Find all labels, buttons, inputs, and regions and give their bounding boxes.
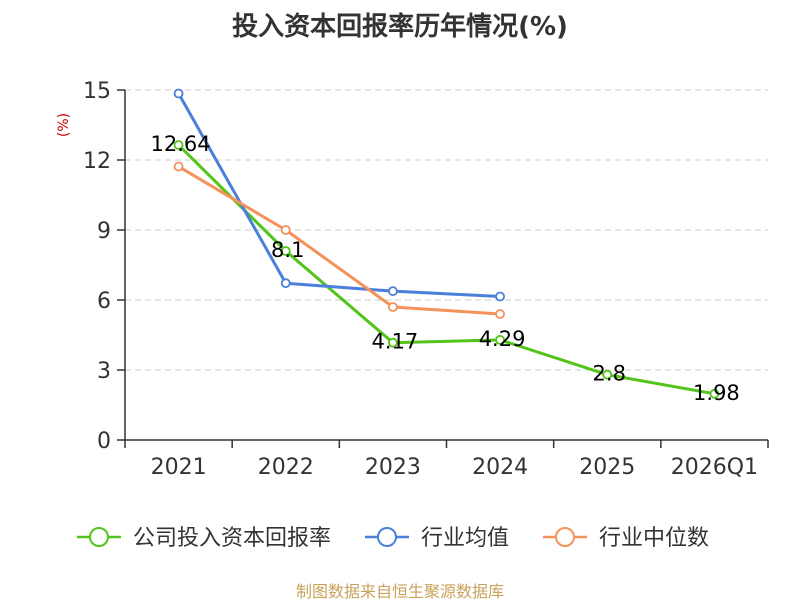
data-label: 4.17 [372, 330, 419, 354]
data-label: 1.98 [693, 381, 740, 405]
legend-label: 公司投入资本回报率 [133, 526, 331, 551]
legend-swatch-marker [89, 527, 109, 547]
series-line [177, 143, 715, 396]
data-label: 2.8 [593, 362, 626, 386]
legend-swatch-marker [377, 527, 397, 547]
data-point [173, 161, 184, 172]
series-lines [173, 88, 720, 399]
data-point [602, 369, 613, 380]
data-point [388, 286, 398, 297]
y-tick-label: 9 [97, 219, 111, 244]
data-label: 4.29 [479, 327, 526, 351]
data-label: 12.64 [151, 132, 211, 156]
x-tick-label: 2023 [365, 455, 421, 480]
legend-item: 行业均值 [365, 526, 509, 551]
x-tick-label: 2024 [472, 455, 528, 480]
series-line [177, 92, 501, 298]
data-point [173, 140, 184, 150]
data-point [495, 309, 505, 319]
y-tick-label: 3 [97, 359, 111, 384]
legend-swatch-marker [555, 527, 575, 547]
legend-item: 行业中位数 [543, 526, 709, 551]
data-point [280, 246, 291, 256]
y-tick-label: 15 [83, 79, 111, 104]
x-tick-label: 2026Q1 [671, 455, 758, 480]
source-footer: 制图数据来自恒生聚源数据库 [295, 582, 504, 601]
data-point [280, 278, 291, 289]
y-tick-label: 12 [83, 149, 111, 174]
series-line [177, 165, 501, 316]
data-point [388, 337, 398, 348]
data-point [495, 334, 505, 345]
x-tick-label: 2021 [151, 455, 207, 480]
data-point [173, 88, 184, 99]
axes: 0 3 6 9 12 15 (%) 2021 2022 2023 2024 2025 2026Q1 [56, 79, 769, 480]
data-labels: 12.64 8.1 4.17 4.29 2.8 1.98 [151, 132, 740, 405]
legend: 公司投入资本回报率 行业均值 行业中位数 [77, 526, 709, 551]
x-tick-label: 2022 [258, 455, 314, 480]
data-label: 8.1 [271, 238, 304, 262]
y-tick-label: 6 [97, 289, 111, 314]
y-axis-label: (%) [56, 113, 72, 137]
y-tick-label: 0 [97, 429, 111, 454]
legend-label: 行业中位数 [599, 526, 709, 551]
data-point [495, 291, 505, 302]
x-tick-label: 2025 [579, 455, 635, 480]
legend-item: 公司投入资本回报率 [77, 526, 331, 551]
grid-lines [125, 89, 768, 371]
data-point [388, 302, 398, 312]
data-point [709, 388, 720, 399]
chart-title: 投入资本回报率历年情况(%) [232, 12, 568, 42]
legend-label: 行业均值 [421, 526, 509, 551]
data-point [280, 225, 291, 235]
